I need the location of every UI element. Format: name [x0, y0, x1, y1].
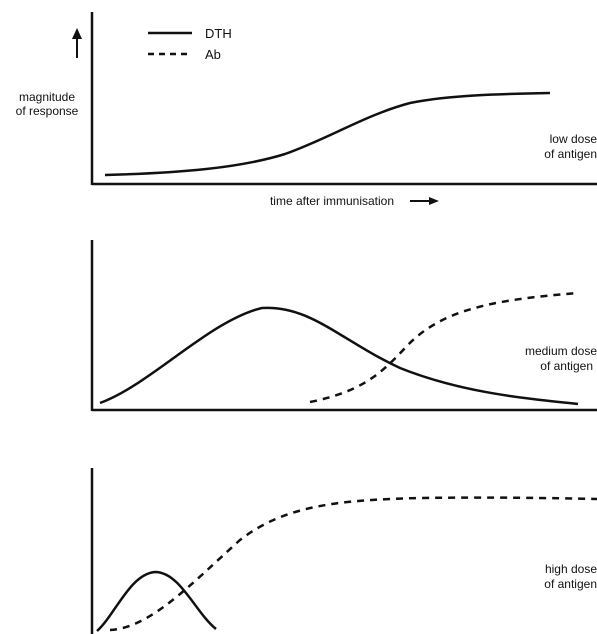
panel-low-dose: magnitude of response DTH Ab low dose of…: [16, 12, 597, 208]
panel-high-dose: high dose of antigen: [90, 468, 597, 634]
x-axis-right-arrow-icon: [410, 197, 439, 205]
x-axis-label: time after immunisation: [270, 194, 394, 208]
panel-low-label-line1: low dose: [550, 132, 597, 146]
panel-high-dth-curve: [96, 570, 217, 632]
legend-ab-label: Ab: [205, 47, 221, 62]
y-axis-label-line2: of response: [16, 104, 79, 118]
panel-high-label-line1: high dose: [545, 562, 597, 576]
panel-medium-ab-curve: [309, 291, 579, 404]
panel-low-label-line2: of antigen: [544, 147, 597, 161]
legend-dth-label: DTH: [205, 26, 232, 41]
panel-medium-dth-curve: [99, 306, 579, 406]
panel-high-label-line2: of antigen: [544, 577, 597, 591]
panel-medium-label-line2: of antigen: [540, 359, 593, 373]
legend: DTH Ab: [148, 26, 232, 62]
panel-medium-dose: medium dose of antigen: [90, 240, 597, 412]
panel-medium-label-line1: medium dose: [525, 344, 597, 358]
panel-high-ab-curve: [109, 496, 597, 632]
y-axis-up-arrow-icon: [72, 28, 82, 58]
y-axis-label-line1: magnitude: [19, 90, 75, 104]
panel-low-dth-curve: [104, 91, 551, 177]
